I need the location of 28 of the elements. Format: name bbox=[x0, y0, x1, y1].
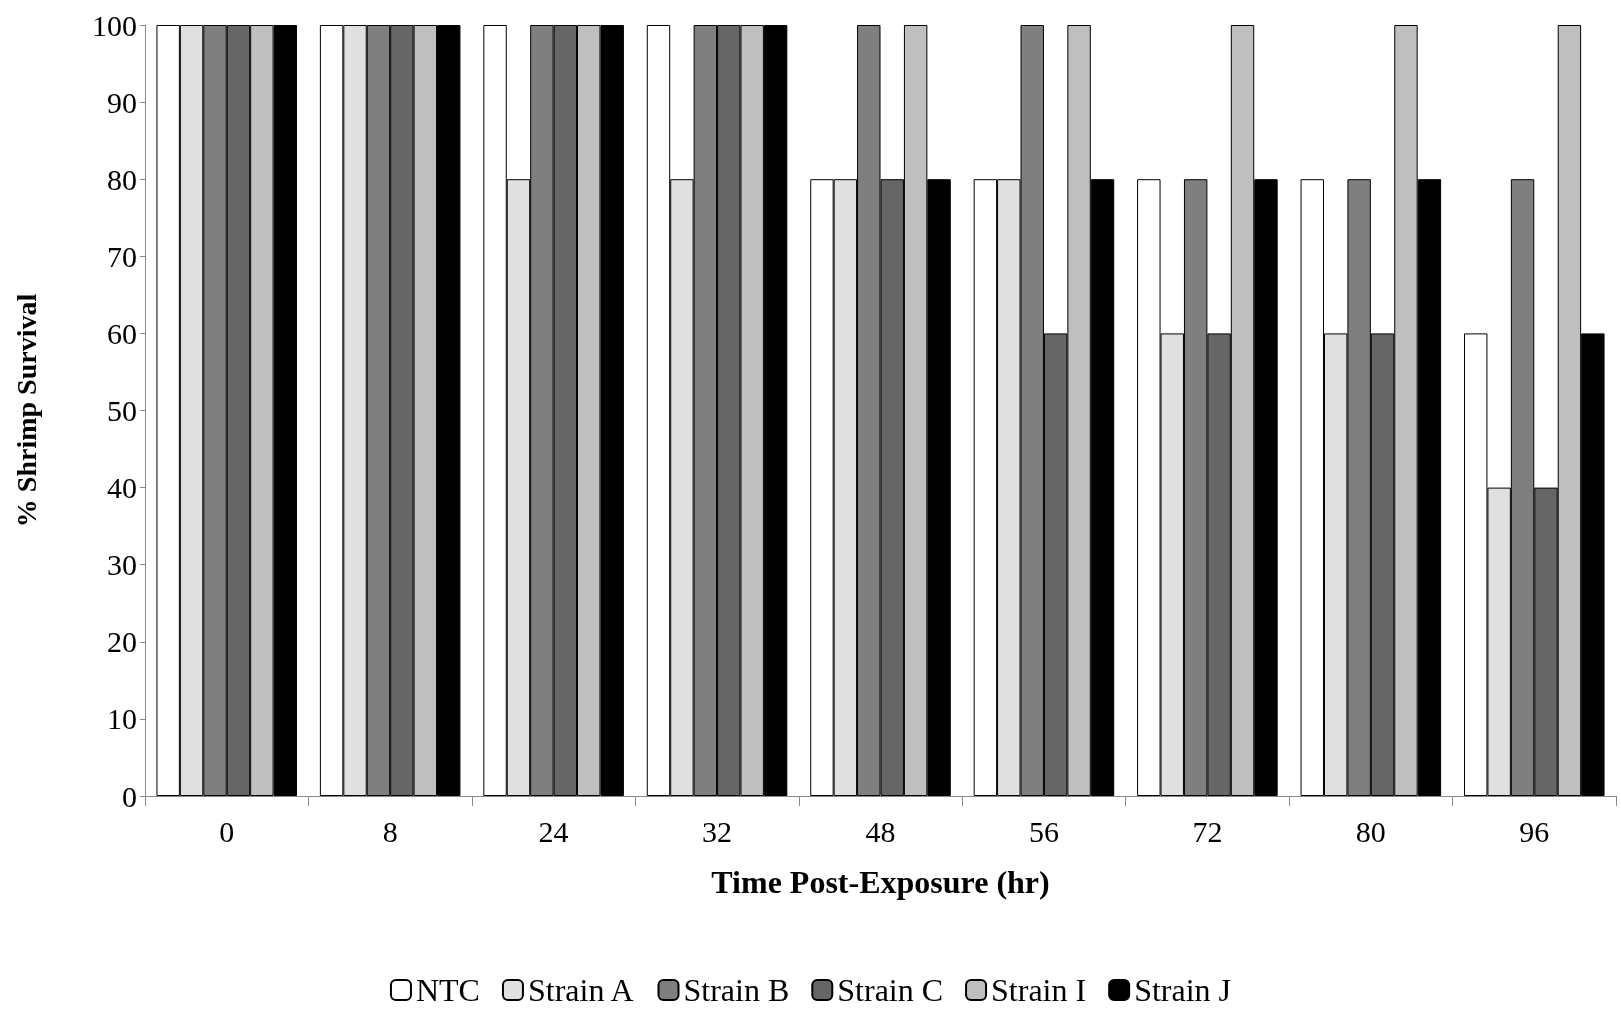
y-tick-label: 80 bbox=[107, 162, 137, 196]
legend-label: Strain A bbox=[527, 972, 634, 1008]
legend-label: Strain J bbox=[1134, 972, 1232, 1008]
x-tick-label: 8 bbox=[382, 814, 398, 848]
x-tick-label: 80 bbox=[1355, 814, 1386, 848]
legend-label: NTC bbox=[415, 972, 480, 1008]
y-tick-label: 100 bbox=[92, 8, 137, 42]
y-tick-label: 10 bbox=[107, 702, 137, 736]
legend-label: Strain C bbox=[837, 972, 944, 1008]
x-axis-title: Time Post-Exposure (hr) bbox=[711, 864, 1050, 900]
x-tick-label: 32 bbox=[702, 814, 733, 848]
y-tick-label: 70 bbox=[107, 239, 137, 273]
x-tick-label: 24 bbox=[538, 814, 569, 848]
y-tick-label: 90 bbox=[107, 85, 137, 119]
x-tick-label: 0 bbox=[219, 814, 235, 848]
y-tick-label: 30 bbox=[107, 548, 137, 582]
legend-label: Strain B bbox=[683, 972, 790, 1008]
legend-label: Strain I bbox=[991, 972, 1087, 1008]
y-tick-label: 20 bbox=[107, 625, 137, 659]
y-tick-label: 0 bbox=[122, 779, 137, 813]
x-tick-label: 72 bbox=[1192, 814, 1223, 848]
y-axis-title: % Shrimp Survival bbox=[10, 293, 42, 528]
x-tick-label: 48 bbox=[865, 814, 896, 848]
x-tick-label: 56 bbox=[1028, 814, 1059, 848]
x-tick-label: 96 bbox=[1519, 814, 1550, 848]
y-tick-label: 50 bbox=[107, 394, 137, 427]
y-tick-label: 60 bbox=[107, 316, 137, 350]
y-tick-label: 40 bbox=[107, 471, 137, 505]
